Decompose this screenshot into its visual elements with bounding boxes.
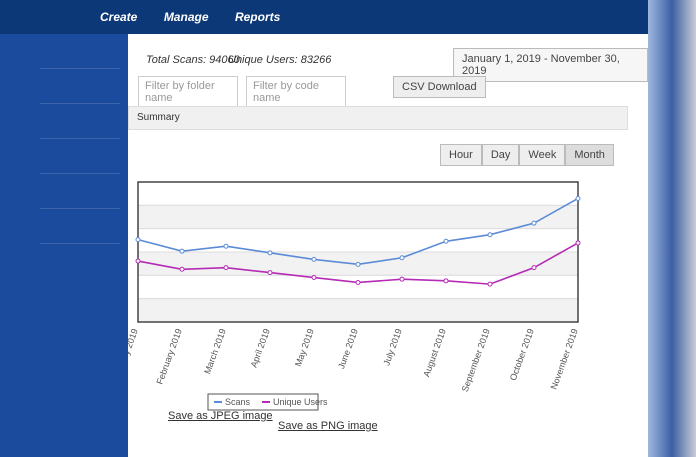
x-tick-label: July 2019 <box>381 327 404 367</box>
grid-band <box>137 298 579 323</box>
period-button[interactable]: Month <box>565 144 614 166</box>
period-buttons: Hour Day Week Month <box>440 144 614 166</box>
period-button[interactable]: Day <box>481 144 520 166</box>
data-point <box>267 250 273 256</box>
csv-download[interactable]: CSV Download <box>393 76 486 98</box>
data-point <box>399 276 405 282</box>
section-header: Summary <box>128 106 628 130</box>
screen-edge <box>648 0 696 457</box>
unique-users: Unique Users: 83266 <box>228 54 332 66</box>
x-tick-label: August 2019 <box>421 327 448 378</box>
data-point <box>487 232 493 238</box>
filter-code[interactable]: Filter by code name <box>246 76 346 108</box>
x-tick-label: February 2019 <box>154 327 183 385</box>
grid-band <box>137 204 579 230</box>
data-point <box>311 275 317 281</box>
period-button[interactable]: Hour <box>440 144 482 166</box>
plot-frame <box>137 181 579 323</box>
data-point <box>399 255 405 261</box>
x-tick-label: March 2019 <box>202 327 228 375</box>
data-point <box>487 281 493 287</box>
data-point <box>531 220 537 226</box>
x-tick-label: April 2019 <box>249 327 272 369</box>
data-point <box>223 265 229 271</box>
nav-item[interactable]: Manage <box>163 10 209 24</box>
legend-label: Unique Users <box>273 397 328 407</box>
data-point <box>443 238 449 244</box>
save-png[interactable]: Save as PNG image <box>278 420 378 432</box>
filter-folder[interactable]: Filter by folder name <box>138 76 238 108</box>
data-point <box>267 270 273 276</box>
legend-label: Scans <box>225 397 251 407</box>
x-tick-label: May 2019 <box>293 327 316 368</box>
data-point <box>575 240 581 246</box>
grid-band <box>137 274 579 300</box>
x-tick-label: November 2019 <box>549 327 580 391</box>
data-point <box>135 258 141 264</box>
sidebar <box>0 34 128 457</box>
x-tick-label: January 2019 <box>128 327 140 382</box>
grid-band <box>137 181 579 206</box>
period-button[interactable]: Week <box>519 144 566 166</box>
content: Total Scans: 94060 Unique Users: 83266 J… <box>128 34 648 457</box>
nav-item[interactable]: Reports <box>234 10 281 24</box>
data-point <box>355 261 361 267</box>
data-point <box>575 195 581 201</box>
data-point <box>311 256 317 262</box>
data-point <box>443 278 449 284</box>
x-tick-label: October 2019 <box>508 327 536 382</box>
chart: January 2019 February 2019 March 2019 April… <box>128 181 581 411</box>
total-scans: Total Scans: 94060 <box>146 54 240 66</box>
data-point <box>223 243 229 249</box>
x-tick-label: June 2019 <box>336 327 360 370</box>
data-point <box>135 237 141 243</box>
nav-item[interactable]: Create <box>100 10 138 24</box>
data-point <box>355 279 361 285</box>
save-jpeg[interactable]: Save as JPEG image <box>168 410 273 422</box>
data-point <box>179 248 185 254</box>
data-point <box>531 265 537 271</box>
top-nav: Create Manage Reports <box>0 0 696 34</box>
x-tick-label: September 2019 <box>460 327 492 393</box>
data-point <box>179 266 185 272</box>
